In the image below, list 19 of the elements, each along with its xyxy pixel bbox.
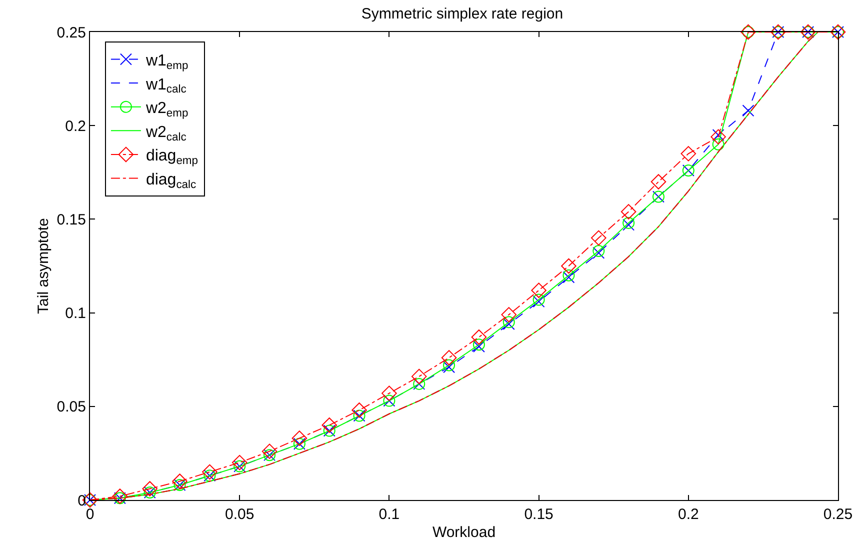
x-tick-label: 0.1 — [378, 506, 400, 523]
x-tick-label: 0.25 — [823, 506, 853, 523]
legend-label: diag$_{calc}$ — [146, 172, 197, 191]
y-tick-label: 0.15 — [56, 211, 86, 228]
x-tick-label: 0.15 — [524, 506, 554, 523]
legend-label: w1$_{calc}$ — [144, 76, 187, 96]
y-tick-label: 0.25 — [56, 24, 86, 42]
y-axis-title: Tail asymptote — [35, 218, 52, 314]
x-tick-label: 0.05 — [225, 506, 254, 523]
chart-title: Symmetric simplex rate region — [361, 6, 564, 23]
y-tick-label: 0.2 — [65, 118, 86, 135]
legend-label: w2$_{calc}$ — [144, 124, 187, 144]
legend-label: w2$_{emp}$ — [144, 100, 188, 120]
legend-label: w1$_{emp}$ — [144, 52, 188, 72]
legend-label: diag$_{emp}$ — [146, 148, 198, 168]
x-axis-title: Workload — [432, 524, 496, 541]
y-tick-label: 0.1 — [65, 305, 86, 322]
x-tick-label: 0.2 — [678, 506, 699, 523]
y-tick-label: 0.05 — [56, 398, 86, 416]
